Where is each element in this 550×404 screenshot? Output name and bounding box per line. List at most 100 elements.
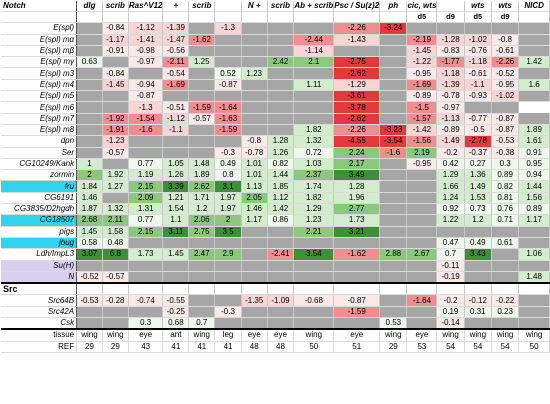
value-cell <box>128 260 164 272</box>
gene-label: dpn <box>1 135 78 148</box>
value-cell: -1.39 <box>162 22 190 35</box>
value-cell <box>379 101 408 114</box>
value-cell <box>267 67 295 80</box>
value-cell: -0.51 <box>162 101 190 114</box>
value-cell <box>518 34 550 46</box>
value-cell: 0.63 <box>76 56 103 69</box>
value-cell: 1.73 <box>128 248 164 261</box>
column-subheader: d5 <box>406 11 438 24</box>
value-cell <box>214 135 242 148</box>
value-cell: -0.19 <box>436 271 465 284</box>
value-cell: 2.05 <box>241 192 268 205</box>
value-cell <box>518 90 550 103</box>
value-cell: 0.71 <box>491 214 520 227</box>
table-row: fru 1.84 1.27 2.15 3.39 2.62 3.1 1.13 1.85 1.74 1.… <box>1 180 550 193</box>
tissue-cell: wing <box>518 328 550 342</box>
value-cell: -1.56 <box>406 135 438 148</box>
group-row-cell <box>267 282 295 296</box>
table-row: E(spl) -0.84 -1.12 -1.39 -1.3 -2.26 -3.24 <box>1 22 550 35</box>
value-cell <box>76 260 103 272</box>
value-cell: 1.54 <box>162 203 190 216</box>
value-cell: -0.68 <box>293 294 335 307</box>
value-cell <box>293 237 335 250</box>
value-cell: -1.64 <box>406 294 438 307</box>
value-cell: 1.28 <box>333 180 381 193</box>
value-cell: -1.47 <box>162 34 190 46</box>
value-cell: -2.78 <box>464 135 492 148</box>
value-cell <box>267 22 295 35</box>
value-cell <box>162 271 190 284</box>
value-cell: -0.11 <box>436 260 465 272</box>
value-cell: 1.19 <box>128 169 164 182</box>
value-cell: 1.21 <box>162 192 190 205</box>
table-row: E(spl) m5 -0.87 -3.61 -0.89 -0.78 -0.93 -1.02 <box>1 90 550 103</box>
value-cell: 0.49 <box>214 158 242 171</box>
value-cell: -0.14 <box>436 317 465 330</box>
value-cell: -1.02 <box>464 34 492 46</box>
value-cell <box>162 147 190 159</box>
gene-label: E(spl) mγ <box>1 56 78 69</box>
value-cell <box>267 101 295 114</box>
value-cell <box>464 22 492 35</box>
value-cell: 2.75 <box>188 226 216 238</box>
value-cell: 1.6 <box>518 79 550 92</box>
value-cell <box>491 260 520 272</box>
value-cell: -0.78 <box>241 147 268 159</box>
column-subheader <box>188 11 216 24</box>
value-cell: -0.87 <box>491 113 520 125</box>
value-cell: 1.46 <box>241 203 268 216</box>
value-cell <box>267 124 295 137</box>
value-cell <box>188 22 216 35</box>
ref-cell: 54 <box>464 341 492 353</box>
value-cell: 2.09 <box>128 192 164 205</box>
column-header: wts <box>491 1 520 12</box>
ref-cell: 29 <box>76 341 103 353</box>
value-cell: -3.78 <box>333 101 381 114</box>
value-cell: 1.24 <box>436 192 465 205</box>
table-row: E(spl) mγ 0.63 -0.97 -2.11 1.25 2.42 2.1 -2.75 -… <box>1 56 550 69</box>
table-row: CG6191 1.46 2.09 1.21 1.71 1.97 2.05 1.12 1.82 1.… <box>1 192 550 205</box>
table-row: E(spl) m4 -1.45 -0.94 -1.69 -0.87 1.11 -1.29 -1… <box>1 79 550 92</box>
value-cell: 0.82 <box>267 158 295 171</box>
value-cell: -0.53 <box>76 294 103 307</box>
value-cell <box>76 147 103 159</box>
value-cell: 1.74 <box>293 180 335 193</box>
value-cell: 1.23 <box>293 214 335 227</box>
column-header: scrib <box>267 1 295 12</box>
ref-cell: 29 <box>102 341 129 353</box>
value-cell: 1.42 <box>518 56 550 69</box>
table-row: N -0.52 -0.57 -0.19 1.48 <box>1 271 550 284</box>
value-cell: -0.38 <box>491 147 520 159</box>
value-cell: 0.3 <box>128 317 164 330</box>
value-cell <box>333 260 381 272</box>
value-cell <box>379 237 408 250</box>
value-cell <box>267 237 295 250</box>
value-cell: 1.87 <box>76 203 103 216</box>
value-cell <box>518 306 550 319</box>
gene-label: E(spl) m3 <box>1 67 78 80</box>
group-row-cell <box>406 282 438 296</box>
value-cell: -1.13 <box>436 113 465 125</box>
table-row: Ser -0.57 -0.3 -0.78 1.26 0.72 2.24 -1.6 2.19 -0.… <box>1 147 550 159</box>
value-cell: -1.1 <box>162 124 190 137</box>
value-cell: 0.52 <box>214 67 242 80</box>
table-row: E(spl) m6 -1.3 -0.51 -1.59 -1.64 -3.78 -1.5 -0.… <box>1 101 550 114</box>
tissue-cell: wing <box>76 328 103 342</box>
value-cell <box>241 124 268 137</box>
ref-cell: 50 <box>518 341 550 353</box>
group-label-src: Src <box>1 282 78 296</box>
tissue-cell: wing <box>436 328 465 342</box>
column-subheader: d9 <box>491 11 520 24</box>
value-cell <box>406 169 438 182</box>
value-cell: -1.12 <box>128 22 164 35</box>
value-cell <box>76 34 103 46</box>
ref-cell: 29 <box>379 341 408 353</box>
value-cell <box>293 22 335 35</box>
value-cell: 1.26 <box>267 147 295 159</box>
value-cell <box>333 271 381 284</box>
value-cell <box>267 79 295 92</box>
value-cell: -1.3 <box>128 101 164 114</box>
group-row-cell <box>333 282 381 296</box>
value-cell: 2.37 <box>293 169 335 182</box>
value-cell <box>518 45 550 58</box>
